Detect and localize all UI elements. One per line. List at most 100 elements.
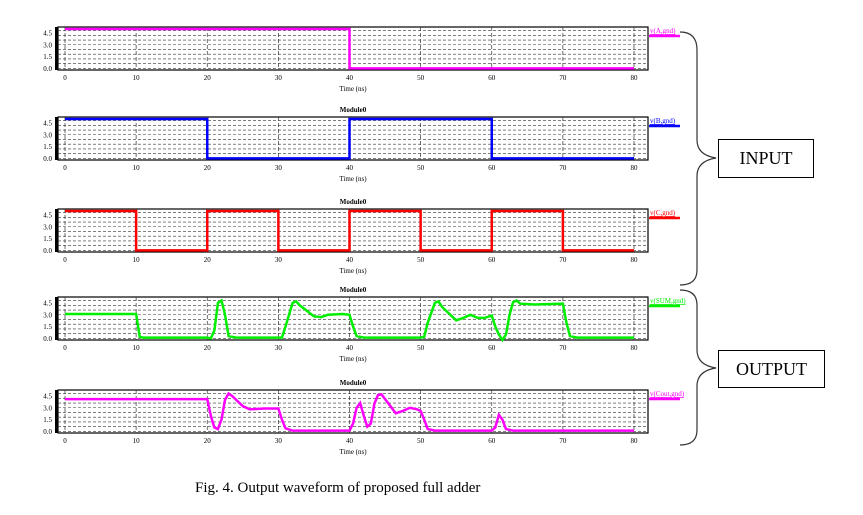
- y-tick-label: 4.5: [43, 29, 52, 37]
- y-tick-label: 4.5: [43, 211, 52, 219]
- y-axis-bar: [55, 117, 58, 160]
- x-tick-label: 50: [417, 164, 425, 172]
- waveform-line: [65, 27, 634, 70]
- x-tick-label: 40: [346, 437, 354, 445]
- y-tick-label: 4.5: [43, 299, 52, 307]
- x-tick-label: 80: [631, 74, 639, 82]
- plot-title: Module0: [340, 286, 367, 294]
- x-tick-label: 70: [559, 256, 567, 264]
- x-axis-label: Time (ns): [339, 355, 367, 363]
- x-tick-label: 70: [559, 74, 567, 82]
- legend-label: v(B,gnd): [650, 117, 676, 125]
- y-tick-label: 0.0: [43, 428, 52, 436]
- y-tick-label: 3.0: [43, 404, 52, 412]
- x-tick-label: 10: [133, 74, 141, 82]
- y-tick-label: 3.0: [43, 131, 52, 139]
- x-tick-label: 20: [204, 74, 212, 82]
- x-tick-label: 70: [559, 164, 567, 172]
- waveform-line: [65, 209, 634, 252]
- legend-label: v(SUM,gnd): [650, 297, 686, 305]
- input-brace: [679, 31, 717, 286]
- x-tick-label: 30: [275, 437, 283, 445]
- waveform-plot-4: Module0 0 10 20 30 40 50 60 70 80 0.0 1.5 3.0 4.5 Time…: [43, 286, 686, 363]
- x-tick-label: 20: [204, 256, 212, 264]
- x-tick-label: 80: [631, 437, 639, 445]
- x-tick-label: 60: [488, 344, 496, 352]
- x-tick-label: 20: [204, 437, 212, 445]
- waveform-plot-3: Module0 0 10 20 30 40 50 60 70 80 0.0 1.5 3.0 4.5 Time…: [43, 198, 680, 275]
- x-tick-label: 0: [63, 344, 67, 352]
- x-tick-label: 60: [488, 164, 496, 172]
- x-tick-label: 50: [417, 74, 425, 82]
- x-tick-label: 70: [559, 437, 567, 445]
- x-tick-label: 10: [133, 256, 141, 264]
- x-tick-label: 0: [63, 437, 67, 445]
- y-tick-label: 0.0: [43, 65, 52, 73]
- legend-label: v(C,gnd): [650, 209, 676, 217]
- y-tick-label: 4.5: [43, 392, 52, 400]
- x-tick-label: 0: [63, 256, 67, 264]
- y-tick-label: 4.5: [43, 119, 52, 127]
- x-tick-label: 50: [417, 344, 425, 352]
- x-tick-label: 50: [417, 437, 425, 445]
- x-tick-label: 0: [63, 164, 67, 172]
- x-tick-label: 10: [133, 164, 141, 172]
- x-tick-label: 60: [488, 437, 496, 445]
- y-tick-label: 3.0: [43, 223, 52, 231]
- y-tick-label: 0.0: [43, 155, 52, 163]
- x-tick-label: 70: [559, 344, 567, 352]
- x-axis-label: Time (ns): [339, 267, 367, 275]
- x-tick-label: 10: [133, 344, 141, 352]
- waveform-plot-1: 0 10 20 30 40 50 60 70 80 0.0 1.5 3.0 4.5 Time (ns) v(…: [43, 26, 680, 93]
- x-tick-label: 80: [631, 256, 639, 264]
- output-label: OUTPUT: [718, 350, 825, 388]
- waveform-line: [65, 298, 634, 343]
- x-tick-label: 10: [133, 437, 141, 445]
- output-brace: [679, 289, 717, 446]
- waveform-plot-2: Module0 0 10 20 30 40 50 60 70 80 0.0 1.5 3.0 4.5 Time…: [43, 106, 680, 183]
- x-tick-label: 30: [275, 74, 283, 82]
- y-tick-label: 0.0: [43, 247, 52, 255]
- y-tick-label: 1.5: [43, 235, 52, 243]
- x-axis-label: Time (ns): [339, 85, 367, 93]
- y-tick-label: 1.5: [43, 53, 52, 61]
- y-axis-bar: [55, 209, 58, 252]
- plot-frame: [57, 208, 649, 253]
- x-tick-label: 30: [275, 256, 283, 264]
- x-axis-label: Time (ns): [339, 448, 367, 456]
- y-tick-label: 1.5: [43, 143, 52, 151]
- plot-frame: [57, 26, 649, 71]
- x-tick-label: 30: [275, 344, 283, 352]
- x-tick-label: 60: [488, 74, 496, 82]
- y-axis-bar: [55, 390, 58, 433]
- y-tick-label: 3.0: [43, 311, 52, 319]
- x-tick-label: 50: [417, 256, 425, 264]
- x-tick-label: 80: [631, 164, 639, 172]
- x-tick-label: 30: [275, 164, 283, 172]
- x-tick-label: 40: [346, 256, 354, 264]
- legend-label: v(A,gnd): [650, 27, 676, 35]
- x-tick-label: 0: [63, 74, 67, 82]
- plot-title: Module0: [340, 106, 367, 114]
- plot-title: Module0: [340, 379, 367, 387]
- plot-frame: [57, 116, 649, 161]
- x-tick-label: 80: [631, 344, 639, 352]
- x-tick-label: 20: [204, 344, 212, 352]
- waveform-line: [65, 391, 634, 432]
- y-axis-bar: [55, 297, 58, 340]
- waveform-line: [65, 117, 634, 160]
- plot-title: Module0: [340, 198, 367, 206]
- x-tick-label: 40: [346, 164, 354, 172]
- x-tick-label: 40: [346, 74, 354, 82]
- y-axis-bar: [55, 27, 58, 70]
- y-tick-label: 1.5: [43, 416, 52, 424]
- x-tick-label: 20: [204, 164, 212, 172]
- y-tick-label: 1.5: [43, 323, 52, 331]
- x-tick-label: 60: [488, 256, 496, 264]
- input-label: INPUT: [718, 139, 814, 178]
- y-tick-label: 0.0: [43, 335, 52, 343]
- y-tick-label: 3.0: [43, 41, 52, 49]
- legend-label: v(Cout,gnd): [650, 390, 685, 398]
- x-axis-label: Time (ns): [339, 175, 367, 183]
